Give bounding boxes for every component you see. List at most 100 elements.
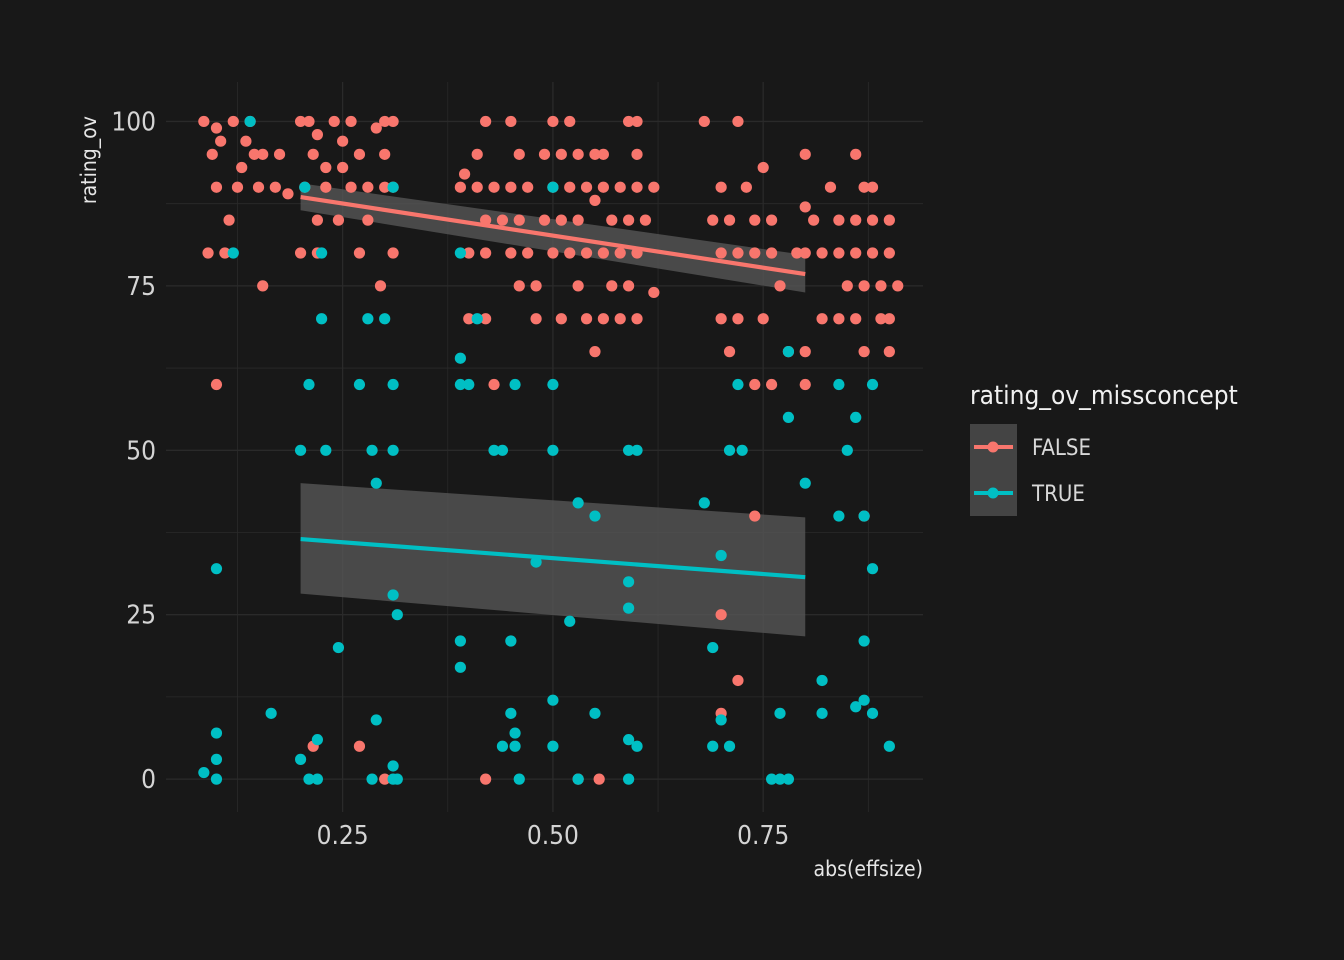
- point-true: [210, 563, 223, 575]
- point-true: [732, 378, 744, 391]
- point-true: [698, 497, 710, 509]
- point-true: [841, 444, 853, 456]
- y-tick-label: 50: [126, 436, 156, 466]
- point-false: [875, 280, 887, 292]
- point-true: [623, 444, 635, 456]
- point-false: [606, 214, 618, 226]
- point-true: [244, 115, 256, 128]
- point-true: [564, 615, 576, 627]
- point-true: [227, 247, 239, 259]
- point-false: [488, 378, 500, 391]
- point-true: [866, 563, 879, 575]
- point-false: [850, 313, 862, 325]
- point-false: [463, 313, 475, 325]
- point-false: [631, 313, 643, 325]
- point-true: [311, 773, 323, 785]
- point-false: [614, 181, 626, 193]
- point-false: [648, 286, 660, 299]
- point-true: [572, 773, 584, 785]
- point-false: [463, 247, 475, 259]
- point-true: [631, 444, 643, 456]
- point-true: [299, 181, 311, 193]
- point-false: [883, 313, 895, 325]
- point-true: [366, 773, 378, 785]
- point-true: [320, 444, 332, 456]
- point-false: [816, 247, 828, 259]
- point-true: [311, 734, 323, 746]
- point-true: [513, 773, 525, 785]
- point-false: [589, 346, 601, 358]
- point-true: [265, 707, 277, 719]
- point-false: [749, 510, 761, 522]
- point-false: [883, 346, 895, 358]
- point-false: [206, 148, 218, 160]
- point-false: [547, 247, 559, 259]
- point-false: [530, 280, 542, 292]
- point-true: [833, 510, 845, 522]
- point-false: [597, 247, 609, 259]
- point-true: [362, 313, 374, 325]
- point-false: [875, 313, 887, 325]
- point-false: [799, 378, 811, 391]
- point-false: [505, 247, 517, 259]
- x-tick-label: 0.50: [527, 821, 579, 851]
- point-true: [723, 740, 736, 752]
- legend-key-false: [974, 441, 1013, 453]
- point-false: [555, 148, 567, 160]
- point-false: [631, 181, 643, 193]
- point-true: [509, 727, 521, 739]
- point-true: [303, 378, 315, 391]
- point-false: [564, 181, 576, 193]
- point-true: [210, 727, 223, 739]
- point-true: [505, 635, 517, 647]
- point-true: [547, 740, 559, 752]
- point-false: [858, 280, 870, 292]
- point-false: [505, 115, 517, 128]
- point-false: [320, 181, 332, 193]
- point-false: [648, 181, 660, 193]
- point-false: [808, 214, 820, 226]
- point-false: [866, 214, 879, 226]
- point-false: [223, 214, 235, 226]
- point-false: [833, 247, 845, 259]
- point-false: [623, 280, 635, 292]
- point-true: [799, 477, 811, 489]
- point-false: [345, 115, 357, 128]
- point-true: [572, 497, 584, 509]
- y-tick-label: 25: [126, 601, 156, 631]
- trend-line-false: [300, 195, 806, 277]
- point-false: [580, 181, 593, 193]
- point-false: [816, 313, 828, 325]
- point-false: [513, 214, 525, 226]
- point-false: [458, 168, 471, 180]
- point-false: [580, 247, 593, 259]
- point-true: [866, 378, 879, 391]
- point-false: [766, 247, 778, 259]
- point-false: [614, 247, 626, 259]
- point-true: [623, 734, 635, 746]
- point-true: [387, 589, 399, 601]
- point-true: [454, 635, 466, 647]
- point-false: [824, 181, 837, 193]
- legend-key-true: [974, 487, 1013, 499]
- point-false: [374, 280, 387, 292]
- legend-label-false: FALSE: [1032, 436, 1091, 461]
- point-false: [740, 181, 752, 193]
- point-false: [227, 115, 239, 128]
- point-false: [883, 247, 895, 259]
- point-false: [766, 378, 778, 391]
- point-false: [732, 674, 744, 687]
- point-true: [454, 352, 466, 364]
- point-false: [572, 148, 584, 160]
- point-false: [715, 247, 727, 259]
- point-false: [639, 214, 652, 226]
- point-true: [496, 740, 509, 752]
- point-true: [715, 549, 727, 562]
- point-false: [892, 280, 904, 292]
- point-true: [391, 609, 403, 621]
- point-false: [850, 148, 862, 160]
- point-true: [850, 701, 862, 713]
- point-true: [782, 773, 795, 785]
- legend-title: rating_ov_missconcept: [970, 381, 1238, 411]
- point-false: [732, 313, 744, 325]
